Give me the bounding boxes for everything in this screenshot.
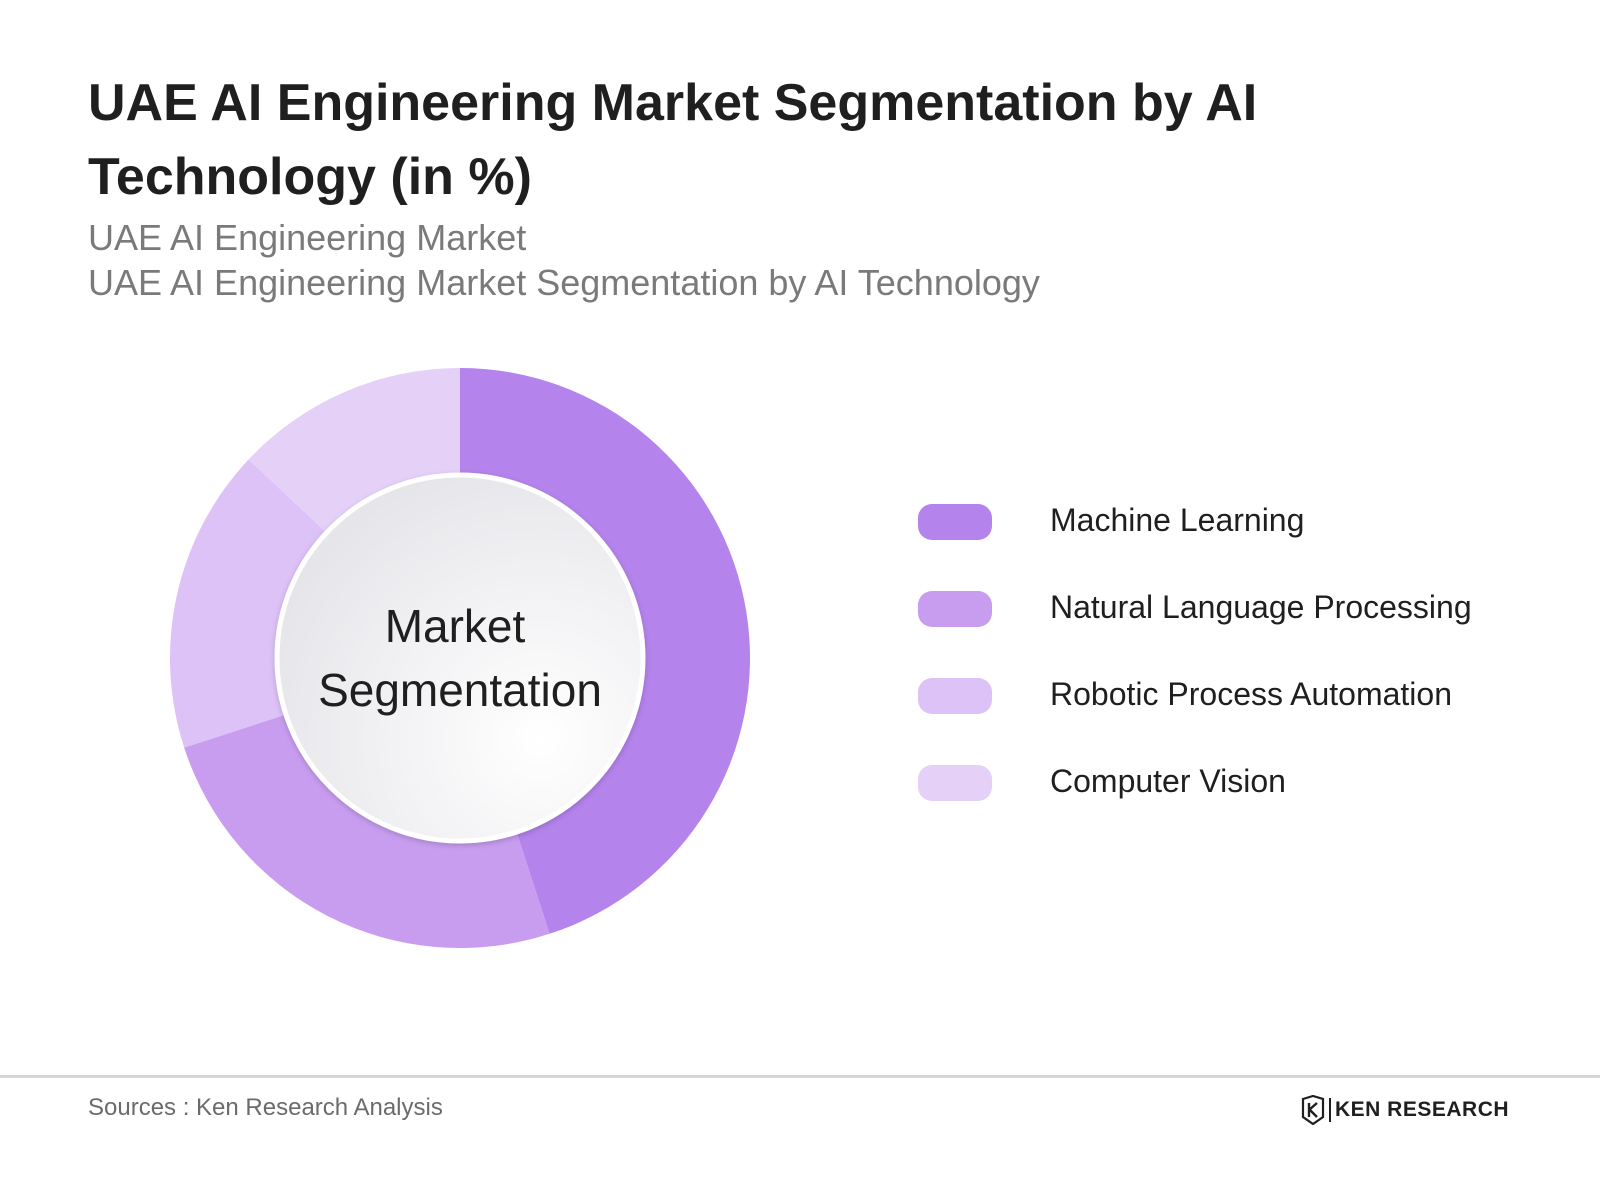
legend-label-machine-learning: Machine Learning xyxy=(1050,502,1305,538)
legend-item-computer-vision: Computer Vision xyxy=(918,751,1558,838)
brand-name: KEN RESEARCH xyxy=(1335,1098,1510,1121)
legend-item-machine-learning: Machine Learning xyxy=(918,490,1558,577)
legend-swatch-computer-vision xyxy=(918,765,992,801)
subtitle-market: UAE AI Engineering Market xyxy=(88,217,527,258)
legend-label-computer-vision: Computer Vision xyxy=(1050,763,1286,799)
legend-swatch-robotic-process-automation xyxy=(918,678,992,714)
ken-research-logo-icon xyxy=(1301,1095,1325,1125)
center-label-line-2: Segmentation xyxy=(318,664,602,716)
chart-title: UAE AI Engineering Market Segmentation b… xyxy=(88,74,1258,206)
center-label-line-1: Market xyxy=(385,600,526,652)
source-note: Sources : Ken Research Analysis xyxy=(88,1094,443,1121)
brand-separator xyxy=(1329,1098,1331,1122)
legend-label-natural-language-processing: Natural Language Processing xyxy=(1050,589,1472,625)
legend-item-natural-language-processing: Natural Language Processing xyxy=(918,577,1558,664)
brand-logo: KEN RESEARCH xyxy=(1300,1094,1509,1126)
footer-divider xyxy=(0,1075,1600,1078)
chart-legend: Machine Learning Natural Language Process… xyxy=(918,490,1558,838)
legend-swatch-natural-language-processing xyxy=(918,591,992,627)
donut-center xyxy=(274,472,646,844)
legend-swatch-machine-learning xyxy=(918,504,992,540)
legend-item-robotic-process-automation: Robotic Process Automation xyxy=(918,664,1558,751)
legend-label-robotic-process-automation: Robotic Process Automation xyxy=(1050,676,1452,712)
donut-chart: Market Segmentation xyxy=(169,368,751,949)
subtitle-segmentation: UAE AI Engineering Market Segmentation b… xyxy=(88,262,1040,303)
